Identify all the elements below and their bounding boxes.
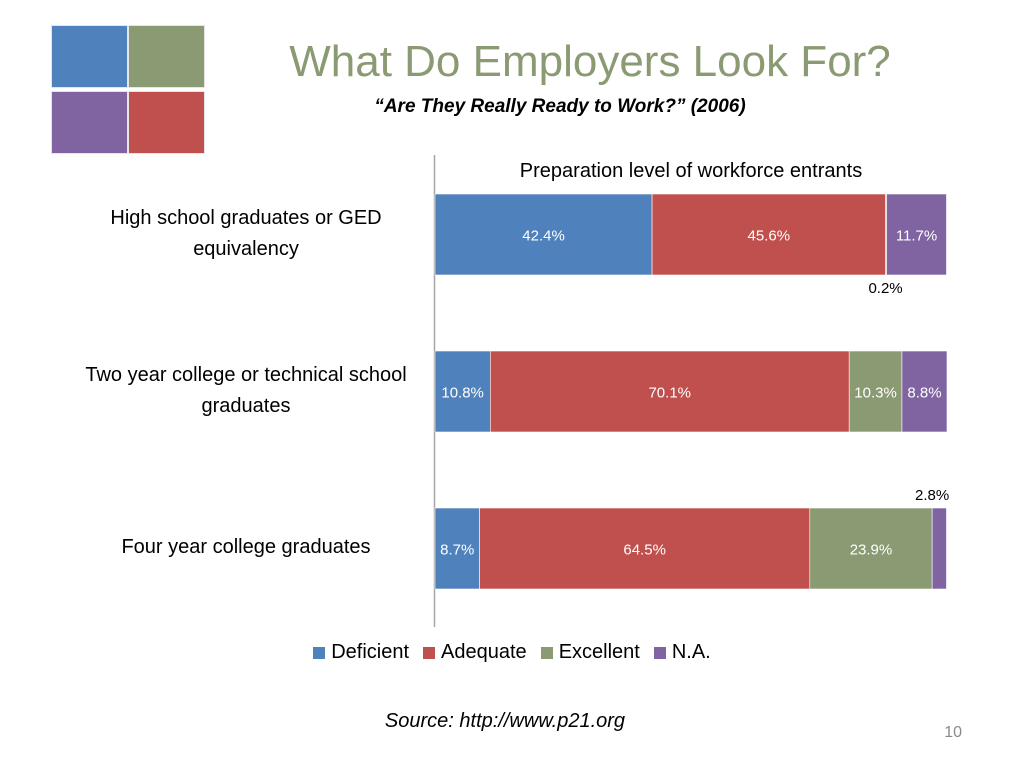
data-label-deficient-2: 8.7% bbox=[440, 542, 474, 559]
legend-item-deficient: Deficient bbox=[313, 641, 409, 664]
bar-segment-adequate-0 bbox=[651, 193, 886, 276]
legend-item-na: N.A. bbox=[653, 641, 711, 664]
data-label-n-a-0: 11.7% bbox=[896, 228, 937, 245]
bar-segment-excellent-1 bbox=[848, 350, 903, 433]
legend-swatch-na bbox=[653, 646, 666, 659]
data-label-deficient-1: 10.8% bbox=[441, 385, 484, 402]
bar-segment-deficient-0 bbox=[434, 193, 653, 276]
logo-tile-green bbox=[128, 25, 205, 88]
data-label-adequate-2: 64.5% bbox=[623, 542, 666, 559]
bar-segment-excellent-2 bbox=[809, 507, 933, 590]
logo-tile-red bbox=[128, 91, 205, 154]
legend-swatch-deficient bbox=[313, 646, 326, 659]
data-label-adequate-0: 45.6% bbox=[748, 228, 791, 245]
data-label-excellent-1: 10.3% bbox=[854, 385, 897, 402]
logo-tile-purple bbox=[51, 91, 128, 154]
data-label-n-a-2: 2.8% bbox=[915, 487, 949, 504]
page-number: 10 bbox=[944, 724, 962, 741]
chart-title: Preparation level of workforce entrants bbox=[519, 160, 863, 182]
legend-swatch-adequate bbox=[423, 646, 436, 659]
data-label-n-a-1: 8.8% bbox=[907, 385, 941, 402]
data-label-deficient-0: 42.4% bbox=[522, 228, 565, 245]
source-citation: Source: http://www.p21.org bbox=[384, 710, 626, 732]
logo-tile-blue bbox=[51, 25, 128, 88]
legend-item-adequate: Adequate bbox=[423, 641, 527, 664]
data-label-excellent-2: 23.9% bbox=[850, 542, 893, 559]
legend-swatch-excellent bbox=[540, 646, 553, 659]
legend-label-excellent: Excellent bbox=[558, 641, 640, 663]
legend: Deficient Adequate Excellent N.A. bbox=[0, 641, 1024, 664]
bar-segment-n-a-1 bbox=[901, 350, 948, 433]
slide-title: What Do Employers Look For? bbox=[289, 37, 891, 86]
legend-label-na: N.A. bbox=[671, 641, 711, 663]
legend-label-adequate: Adequate bbox=[441, 641, 527, 663]
category-label-four-year-college: Four year college graduates bbox=[121, 536, 371, 558]
slide-subtitle: “Are They Really Ready to Work?” (2006) bbox=[374, 96, 746, 117]
bar-segment-deficient-1 bbox=[434, 350, 491, 433]
category-label-high-school: High school graduates or GED equivalency bbox=[110, 207, 382, 260]
bars-group: 42.4% 45.6% 0.2% 11.7% 10.8% 70.1% 10.3% 8.8% 8.… bbox=[434, 193, 949, 590]
legend-item-excellent: Excellent bbox=[540, 641, 640, 664]
bar-segment-adequate-1 bbox=[489, 350, 850, 433]
data-label-excellent-0: 0.2% bbox=[868, 280, 902, 297]
bar-segment-deficient-2 bbox=[434, 507, 480, 590]
bar-segment-adequate-2 bbox=[479, 507, 811, 590]
bar-segment-n-a-0 bbox=[886, 193, 947, 276]
legend-label-deficient: Deficient bbox=[331, 641, 410, 663]
logo bbox=[51, 25, 205, 154]
category-label-two-year-college: Two year college or technical school gra… bbox=[85, 364, 407, 417]
data-label-adequate-1: 70.1% bbox=[648, 385, 691, 402]
bar-segment-n-a-2 bbox=[931, 507, 947, 590]
